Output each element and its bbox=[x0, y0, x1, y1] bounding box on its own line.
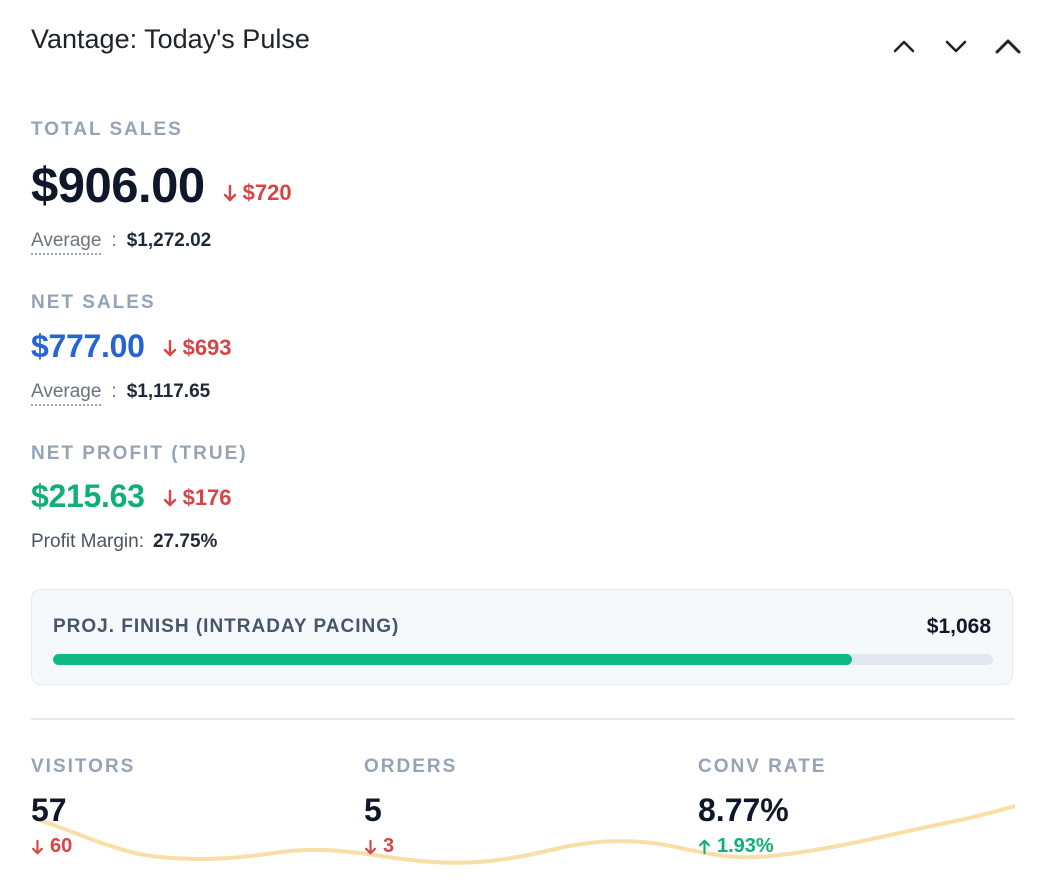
profit-margin: Profit Margin: 27.75% bbox=[31, 531, 217, 553]
net-profit-label: NET PROFIT (TRUE) bbox=[31, 443, 248, 464]
visitors-delta: 60 bbox=[31, 835, 72, 858]
net-sales-delta-value: $693 bbox=[182, 335, 232, 360]
net-sales-value: $777.00 bbox=[31, 328, 145, 364]
conv-rate-kpi: CONV RATE 8.77% 1.93% bbox=[698, 756, 998, 860]
visitors-label: VISITORS bbox=[31, 756, 136, 777]
arrow-down-icon bbox=[163, 339, 176, 357]
total-sales-delta-value: $720 bbox=[242, 180, 292, 205]
move-up-button[interactable] bbox=[886, 30, 922, 62]
pacing-progress-fill bbox=[53, 654, 852, 665]
visitors-value: 57 bbox=[31, 792, 67, 828]
chevron-down-icon bbox=[945, 40, 967, 53]
orders-kpi: ORDERS 5 3 bbox=[364, 756, 664, 860]
net-profit-delta: $176 bbox=[163, 485, 232, 511]
total-sales-average: Average : $1,272.02 bbox=[31, 230, 211, 255]
conv-rate-value: 8.77% bbox=[698, 792, 789, 828]
pacing-value: $1,068 bbox=[926, 615, 991, 638]
separator: : bbox=[111, 381, 117, 402]
net-sales-row: $777.00 $693 bbox=[31, 328, 232, 365]
arrow-down-icon bbox=[31, 839, 44, 854]
chevron-up-icon bbox=[893, 40, 915, 53]
orders-delta-value: 3 bbox=[383, 835, 395, 857]
chevron-up-icon bbox=[995, 39, 1021, 54]
widget-controls bbox=[886, 30, 1026, 62]
net-sales-average-value: $1,117.65 bbox=[126, 381, 211, 402]
total-sales-delta: $720 bbox=[223, 180, 292, 206]
separator: : bbox=[111, 230, 117, 251]
orders-label: ORDERS bbox=[364, 756, 458, 777]
average-label[interactable]: Average bbox=[31, 381, 102, 406]
visitors-kpi: VISITORS 57 60 bbox=[31, 756, 331, 860]
net-profit-row: $215.63 $176 bbox=[31, 478, 232, 515]
pacing-progress-bar bbox=[53, 654, 993, 665]
widget-title: Vantage: Today's Pulse bbox=[31, 24, 310, 54]
projected-finish-card: PROJ. FINISH (INTRADAY PACING) $1,068 bbox=[31, 589, 1013, 685]
profit-margin-label: Profit Margin: bbox=[31, 531, 144, 552]
net-sales-delta: $693 bbox=[163, 335, 232, 361]
arrow-up-icon bbox=[698, 839, 711, 854]
total-sales-row: $906.00 $720 bbox=[31, 158, 292, 214]
move-down-button[interactable] bbox=[938, 30, 974, 62]
profit-margin-value: 27.75% bbox=[152, 531, 218, 552]
arrow-down-icon bbox=[364, 839, 377, 854]
total-sales-value: $906.00 bbox=[31, 159, 205, 213]
average-label[interactable]: Average bbox=[31, 230, 102, 255]
net-profit-value: $215.63 bbox=[31, 478, 145, 514]
net-sales-average: Average : $1,117.65 bbox=[31, 381, 210, 406]
orders-value: 5 bbox=[364, 792, 382, 828]
arrow-down-icon bbox=[223, 184, 236, 202]
net-profit-delta-value: $176 bbox=[182, 485, 232, 510]
collapse-button[interactable] bbox=[990, 30, 1026, 62]
total-sales-average-value: $1,272.02 bbox=[126, 230, 212, 251]
orders-delta: 3 bbox=[364, 835, 394, 858]
section-divider bbox=[31, 718, 1015, 720]
pacing-label: PROJ. FINISH (INTRADAY PACING) bbox=[53, 616, 400, 637]
conv-rate-label: CONV RATE bbox=[698, 756, 827, 777]
total-sales-label: TOTAL SALES bbox=[31, 119, 183, 140]
conv-rate-delta: 1.93% bbox=[698, 835, 774, 858]
conv-rate-delta-value: 1.93% bbox=[717, 835, 774, 857]
visitors-delta-value: 60 bbox=[50, 835, 73, 857]
arrow-down-icon bbox=[163, 489, 176, 507]
net-sales-label: NET SALES bbox=[31, 292, 156, 313]
